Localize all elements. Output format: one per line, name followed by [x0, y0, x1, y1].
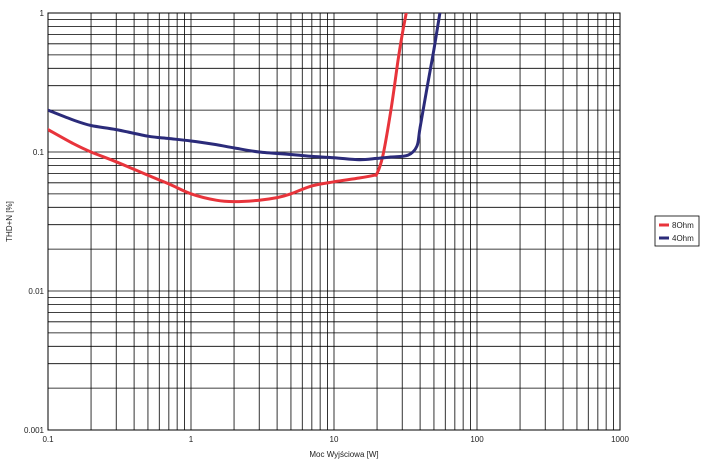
tick-labels: 0.1 1 10 100 1000 0.001 0.01 0.1 1 [24, 9, 629, 444]
x-axis-label: Moc Wyjściowa [W] [309, 450, 378, 459]
y-tick-label: 0.01 [28, 287, 44, 296]
legend: 8Ohm 4Ohm [654, 215, 700, 247]
y-tick-label: 0.001 [24, 426, 45, 435]
x-tick-label: 10 [330, 435, 339, 444]
y-tick-label: 0.1 [33, 148, 45, 157]
series-line-4ohm [48, 13, 442, 162]
x-tick-label: 1000 [611, 435, 629, 444]
x-tick-label: 100 [470, 435, 484, 444]
y-axis-label: THD+N [%] [5, 201, 14, 242]
grid [47, 13, 620, 431]
legend-entry: 8Ohm [672, 221, 694, 230]
series-line-8ohm [48, 13, 408, 204]
x-tick-label: 0.1 [42, 435, 54, 444]
legend-entry: 4Ohm [672, 234, 694, 243]
legend-box [654, 215, 700, 247]
series-lines [48, 13, 442, 204]
plot-frame [47, 12, 621, 431]
y-tick-label: 1 [40, 9, 45, 18]
x-tick-label: 1 [189, 435, 194, 444]
